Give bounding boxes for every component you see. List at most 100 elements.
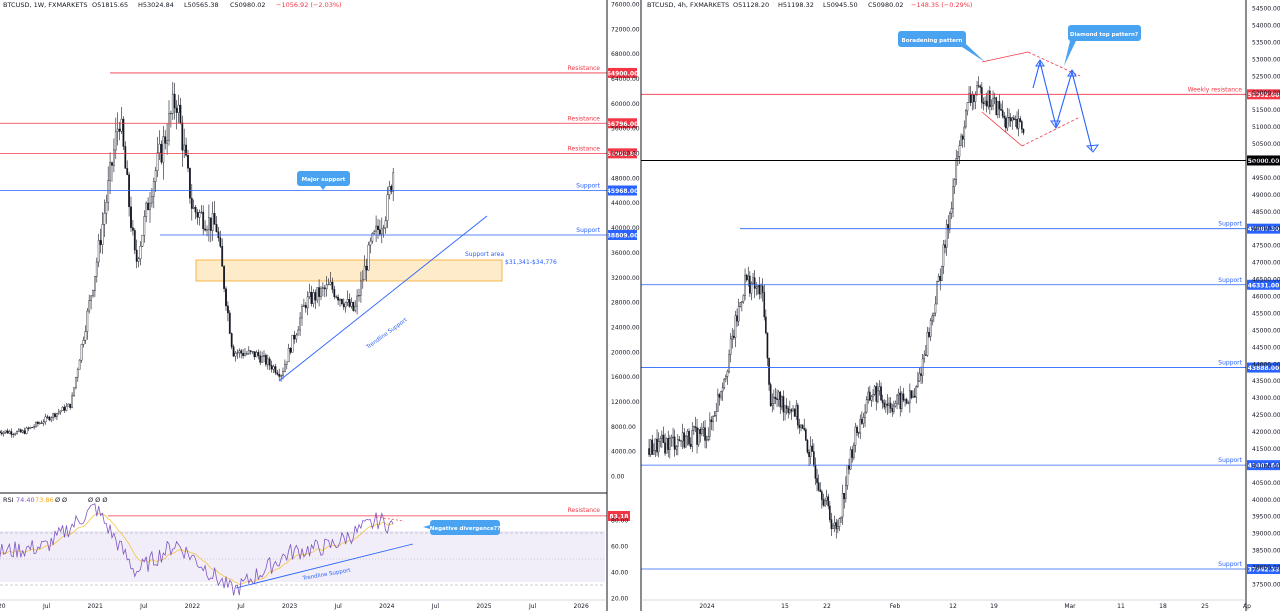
left-candle-body: [392, 172, 395, 192]
left-candle-body: [109, 162, 112, 181]
left-candle-body: [361, 279, 364, 282]
left-candle-body: [175, 107, 178, 113]
right-y-tick-7: 51000.00: [1252, 124, 1280, 131]
left-level-value-0: 64900.00: [607, 70, 639, 77]
right-candle-body: [736, 315, 738, 322]
diamond-top-right: [1027, 51, 1081, 77]
left-candle-body: [341, 299, 343, 305]
left-x-tick-0: 2020: [0, 603, 6, 610]
right-candle-body: [950, 208, 953, 214]
left-x-tick-3: Jul: [139, 603, 148, 610]
left-candle-body: [206, 229, 208, 231]
right-candle-body: [984, 100, 986, 104]
left-candle-body: [297, 329, 300, 336]
right-candle-body: [1008, 117, 1010, 119]
right-candle-body: [737, 306, 740, 322]
left-candle-body: [226, 305, 229, 314]
right-candle-body: [915, 386, 918, 398]
right-y-tick-5: 52000.00: [1252, 90, 1280, 97]
left-header-symbol: BTCUSD, 1W, FXMARKETS: [3, 1, 88, 9]
right-candle-body: [689, 443, 692, 447]
rsi-divergence-line: [375, 516, 405, 522]
left-x-tick-4: 2022: [185, 603, 200, 610]
right-candle-body: [821, 491, 823, 500]
left-candle-body: [99, 240, 102, 245]
right-candle-body: [800, 424, 802, 429]
right-candle-body: [851, 449, 854, 458]
right-y-tick-0: 54500.00: [1252, 6, 1280, 13]
left-candle-body: [73, 387, 75, 396]
left-candle-body: [164, 136, 167, 144]
right-header-close: C50980.02: [868, 1, 904, 9]
right-candle-body: [669, 438, 671, 450]
left-candle-body: [194, 207, 197, 213]
right-candle-body: [809, 445, 812, 458]
right-candle-body: [987, 90, 990, 107]
right-candle-body: [965, 110, 967, 128]
right-candle-body: [997, 101, 999, 115]
right-header-low: L50945.50: [823, 1, 858, 9]
right-y-tick-34: 37500.00: [1252, 582, 1280, 589]
right-candle-body: [758, 284, 761, 295]
left-candle-body: [249, 350, 252, 352]
right-candle-body: [765, 316, 767, 333]
left-candle-body: [88, 300, 91, 312]
right-candle-body: [1022, 128, 1025, 133]
left-candle-body: [276, 372, 279, 375]
left-candle-body: [219, 237, 222, 247]
right-candle-body: [942, 244, 945, 267]
left-trendline: [278, 215, 488, 382]
left-candle-body: [116, 128, 119, 133]
right-candle-body: [1019, 118, 1022, 122]
left-y-tick-15: 16000.00: [611, 374, 640, 381]
left-x-tick-10: 2025: [476, 603, 491, 610]
left-candle-body: [187, 155, 189, 169]
right-candle-body: [971, 94, 974, 103]
right-candle-body: [816, 478, 818, 483]
left-y-tick-5: 56000.00: [611, 126, 640, 133]
right-candle-body: [712, 416, 714, 423]
right-candle-body: [1011, 117, 1014, 122]
right-candle-body: [805, 429, 807, 441]
right-candle-body: [787, 408, 790, 413]
left-candle-body: [284, 364, 286, 372]
left-candle-body: [158, 143, 161, 154]
left-candle-body: [363, 265, 366, 280]
projection-arrow-path: [1032, 59, 1093, 151]
left-candle-body: [215, 224, 218, 232]
right-candle-body: [854, 426, 857, 446]
left-level-tag-1: [608, 118, 637, 129]
right-candle-body: [662, 434, 665, 443]
diamond-bottom-right: [1021, 116, 1081, 147]
left-candle-body: [4, 430, 7, 433]
right-candle-body: [704, 427, 706, 441]
left-candle-body: [291, 334, 294, 353]
right-candle-body: [795, 405, 798, 417]
right-candle-body: [889, 402, 892, 409]
right-header-symbol: BTCUSD, 4h, FXMARKETS: [647, 1, 729, 9]
right-candle-body: [998, 101, 1001, 110]
left-candle-body: [168, 113, 170, 141]
left-y-tick-17: 8000.00: [611, 424, 636, 431]
left-candle-body: [135, 249, 138, 262]
left-candle-body: [71, 395, 74, 408]
right-y-tick-29: 40000.00: [1252, 497, 1280, 504]
right-candle-body: [817, 482, 820, 491]
right-candle-body: [707, 436, 710, 440]
right-candle-body: [731, 335, 734, 340]
right-candle-body: [723, 378, 726, 389]
right-candle-body: [893, 405, 895, 412]
left-candle-body: [23, 430, 26, 434]
right-candle-body: [923, 354, 926, 360]
right-candle-body: [848, 465, 850, 470]
left-level-tag-0: [608, 67, 637, 78]
right-candle-body: [920, 373, 922, 376]
right-candle-body: [846, 465, 849, 486]
right-candle-body: [741, 301, 743, 303]
right-candle-body: [985, 100, 988, 107]
rsi-resistance-value: 83.18: [610, 514, 629, 521]
right-level-label-0: Weekly resistance: [1188, 86, 1243, 93]
right-candle-body: [918, 373, 921, 382]
left-candle-body: [84, 331, 87, 341]
right-x-tick-5: 19: [990, 603, 998, 610]
